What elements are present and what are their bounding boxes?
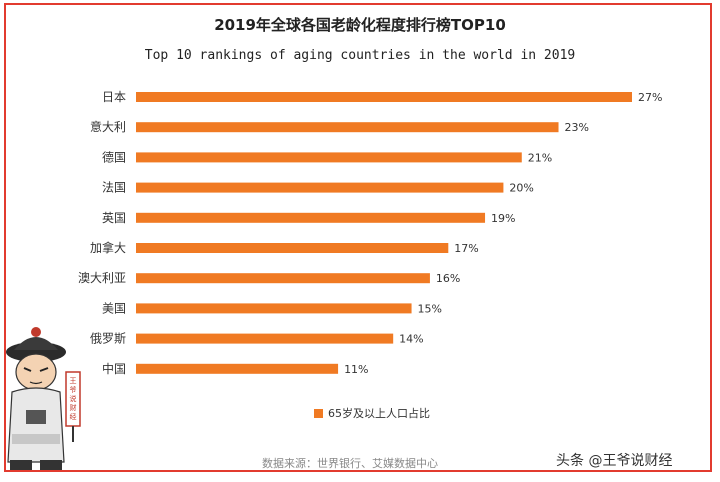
bar xyxy=(136,243,449,253)
legend: 65岁及以上人口占比 xyxy=(314,405,430,421)
category-label: 英国 xyxy=(102,211,126,225)
value-label: 19% xyxy=(491,212,515,225)
watermark: 头条 @王爷说财经 xyxy=(556,453,673,469)
category-label: 加拿大 xyxy=(90,240,126,255)
value-label: 23% xyxy=(565,121,589,134)
value-label: 27% xyxy=(638,91,662,104)
value-label: 11% xyxy=(344,363,368,376)
bar xyxy=(136,182,504,193)
value-label: 17% xyxy=(454,242,478,255)
chart-title: 2019年全球各国老龄化程度排行榜TOP10 xyxy=(214,16,506,34)
value-label: 16% xyxy=(436,272,460,285)
legend-label: 65岁及以上人口占比 xyxy=(328,407,430,420)
category-label: 澳大利亚 xyxy=(78,271,126,285)
mascot-illustration: 王爷说财经 xyxy=(6,327,81,470)
category-label: 美国 xyxy=(102,301,126,315)
chart-frame xyxy=(4,3,712,472)
category-label: 俄罗斯 xyxy=(90,332,126,346)
bar xyxy=(136,122,559,133)
category-label: 法国 xyxy=(102,181,126,195)
mascot-sign-text: 王爷说财经 xyxy=(70,377,77,421)
bar xyxy=(136,303,412,314)
category-label: 中国 xyxy=(102,361,126,376)
bar xyxy=(136,333,394,344)
value-label: 21% xyxy=(528,151,552,164)
bar xyxy=(136,363,339,374)
category-label: 德国 xyxy=(102,149,126,164)
value-label: 20% xyxy=(509,182,533,195)
legend-swatch xyxy=(314,408,323,418)
category-label: 意大利 xyxy=(90,119,126,134)
category-label: 日本 xyxy=(102,90,126,104)
bar xyxy=(136,152,522,163)
bar xyxy=(136,273,430,284)
bar-chart: 日本 27% 意大利 23% 德国 21% 法国 20% 英国 19% 加拿大 17% 澳大利亚 16% 美… xyxy=(78,90,662,376)
bar xyxy=(136,212,486,223)
value-label: 14% xyxy=(399,333,423,346)
chart-subtitle: Top 10 rankings of aging countries in th… xyxy=(144,48,576,63)
source-note: 数据来源：世界银行、艾媒数据中心 xyxy=(262,457,438,470)
bar xyxy=(136,92,632,102)
value-label: 15% xyxy=(418,302,442,315)
